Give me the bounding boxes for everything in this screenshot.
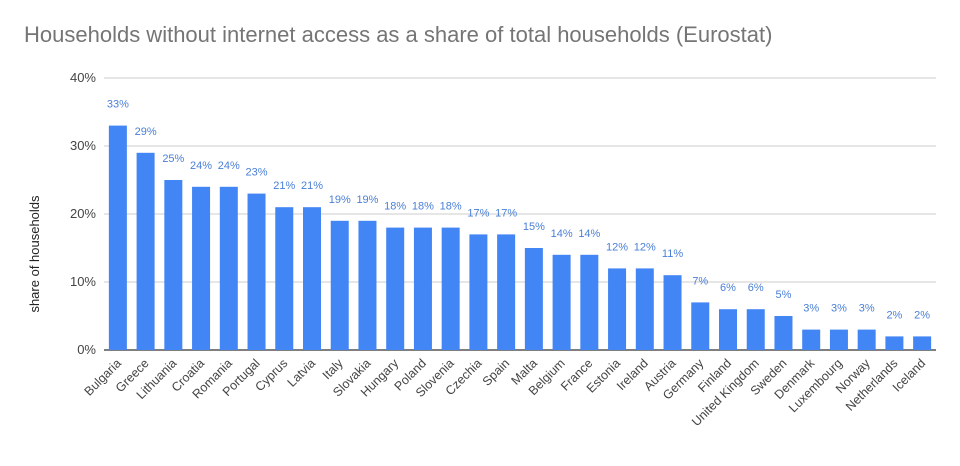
bar	[635, 268, 654, 350]
bar	[330, 220, 349, 350]
data-label: 3%	[803, 303, 819, 315]
bar	[275, 207, 294, 350]
bar	[608, 268, 627, 350]
bar	[663, 275, 682, 350]
data-label: 14%	[578, 228, 600, 240]
data-label: 11%	[662, 248, 683, 260]
y-tick-label: 30%	[70, 138, 96, 153]
data-label: 24%	[190, 160, 212, 172]
data-label: 2%	[914, 309, 930, 321]
y-axis: 0% 10% 20% 30% 40%	[70, 70, 96, 357]
data-label: 15%	[523, 221, 545, 233]
data-label: 17%	[495, 207, 517, 219]
y-tick-label: 20%	[70, 206, 96, 221]
bar	[386, 227, 405, 350]
bar	[580, 254, 599, 350]
data-label: 17%	[467, 207, 489, 219]
x-axis: BulgariaGreeceLithuaniaCroatiaRomaniaPor…	[82, 356, 929, 429]
data-label: 5%	[776, 289, 792, 301]
data-label: 12%	[634, 241, 656, 253]
data-labels: 33% 29% 25% 24% 24% 23% 21% 21% 19% 19% 18% 18% 18% 1…	[107, 99, 930, 322]
bar	[108, 125, 127, 350]
bar	[691, 302, 710, 350]
data-label: 33%	[107, 99, 129, 111]
y-tick-label: 40%	[70, 70, 96, 85]
bar	[913, 336, 932, 350]
bar	[413, 227, 432, 350]
bars	[108, 125, 932, 350]
bar	[719, 309, 737, 350]
bar	[469, 234, 488, 350]
data-label: 6%	[748, 282, 764, 294]
data-label: 19%	[329, 194, 351, 206]
data-label: 23%	[246, 167, 268, 179]
data-label: 21%	[301, 180, 323, 192]
bar	[497, 234, 516, 350]
data-label: 7%	[692, 275, 708, 287]
data-label: 21%	[273, 180, 295, 192]
x-tick-label: Spain	[480, 356, 513, 389]
bar	[358, 220, 377, 350]
data-label: 18%	[412, 201, 434, 213]
data-label: 19%	[356, 194, 378, 206]
bar	[829, 329, 848, 350]
bar	[219, 186, 238, 350]
bar	[303, 207, 321, 350]
x-tick-label: Latvia	[285, 356, 319, 390]
bar	[857, 329, 876, 350]
bar	[136, 152, 155, 350]
data-label: 12%	[606, 241, 628, 253]
bar	[885, 336, 904, 350]
bar	[524, 248, 543, 350]
data-label: 25%	[162, 153, 184, 165]
bar	[746, 309, 765, 350]
data-label: 3%	[831, 303, 847, 315]
chart-title: Households without internet access as a …	[24, 22, 773, 47]
data-label: 6%	[720, 282, 736, 294]
data-label: 18%	[384, 201, 406, 213]
data-label: 24%	[218, 160, 240, 172]
y-tick-label: 0%	[77, 342, 96, 357]
bar	[164, 180, 183, 350]
x-tick-label: Bulgaria	[82, 356, 124, 398]
data-label: 2%	[886, 309, 902, 321]
bar	[552, 254, 571, 350]
gridlines	[104, 77, 936, 351]
bar	[802, 329, 821, 350]
data-label: 3%	[859, 303, 875, 315]
bar	[441, 227, 460, 350]
data-label: 14%	[551, 228, 573, 240]
data-label: 29%	[135, 126, 157, 138]
y-axis-title: share of households	[27, 195, 42, 313]
y-tick-label: 10%	[70, 274, 96, 289]
bar	[774, 316, 793, 350]
bar	[192, 186, 211, 350]
data-label: 18%	[440, 201, 462, 213]
bar	[247, 193, 266, 350]
